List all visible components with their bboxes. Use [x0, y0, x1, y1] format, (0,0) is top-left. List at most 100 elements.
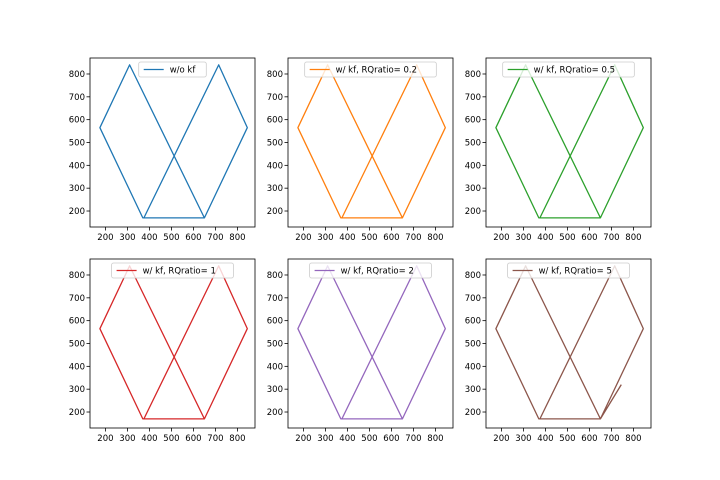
y-tick-label: 400	[69, 362, 85, 372]
series-line	[495, 265, 644, 420]
x-tick-label: 700	[207, 233, 223, 243]
y-tick-label: 300	[465, 184, 481, 194]
x-tick-label: 400	[141, 233, 157, 243]
x-tick-label: 500	[559, 434, 575, 444]
x-tick-label: 800	[427, 434, 443, 444]
legend-label: w/ kf, RQratio= 1	[143, 267, 216, 277]
legend-box	[507, 262, 630, 279]
x-tick-label: 400	[537, 233, 553, 243]
y-tick-label: 800	[267, 70, 283, 80]
x-tick-label: 800	[229, 434, 245, 444]
x-tick-label: 300	[119, 233, 135, 243]
x-tick-label: 800	[625, 434, 641, 444]
y-tick-label: 600	[69, 116, 85, 126]
x-tick-label: 200	[97, 233, 113, 243]
series-line	[495, 64, 644, 219]
x-tick-label: 600	[581, 434, 597, 444]
x-tick-label: 700	[207, 434, 223, 444]
y-tick-label: 200	[69, 408, 85, 418]
x-tick-label: 600	[581, 233, 597, 243]
series-line	[297, 265, 446, 420]
x-tick-label: 400	[339, 233, 355, 243]
y-tick-label: 200	[69, 207, 85, 217]
y-tick-label: 700	[69, 294, 85, 304]
x-tick-label: 400	[141, 434, 157, 444]
x-tick-label: 400	[537, 434, 553, 444]
y-tick-label: 300	[267, 184, 283, 194]
x-tick-label: 600	[185, 434, 201, 444]
y-tick-label: 500	[267, 139, 283, 149]
y-tick-label: 800	[69, 70, 85, 80]
legend-label: w/ kf, RQratio= 0.2	[336, 66, 417, 76]
x-tick-label: 200	[295, 434, 311, 444]
y-tick-label: 700	[267, 93, 283, 103]
legend-box	[309, 262, 432, 279]
axes-frame	[287, 258, 454, 429]
axes-frame	[485, 258, 652, 429]
x-tick-label: 300	[119, 434, 135, 444]
subplot-5: 200 300 400 500 600 700 800 200 300 400 500 600 700 8…	[267, 258, 454, 444]
axes-frame	[89, 258, 256, 429]
legend-label: w/ kf, RQratio= 0.5	[534, 66, 615, 76]
series-line	[297, 64, 446, 219]
y-tick-label: 200	[465, 207, 481, 217]
series-line	[99, 265, 248, 420]
x-tick-label: 800	[427, 233, 443, 243]
y-tick-label: 300	[69, 184, 85, 194]
y-tick-label: 300	[267, 385, 283, 395]
y-tick-label: 600	[267, 317, 283, 327]
x-tick-label: 400	[339, 434, 355, 444]
x-tick-label: 300	[515, 434, 531, 444]
x-tick-label: 200	[97, 434, 113, 444]
y-tick-label: 800	[465, 70, 481, 80]
x-tick-label: 200	[493, 434, 509, 444]
y-tick-label: 800	[267, 271, 283, 281]
x-tick-label: 500	[559, 233, 575, 243]
y-tick-label: 400	[267, 362, 283, 372]
x-tick-label: 500	[361, 233, 377, 243]
x-tick-label: 800	[229, 233, 245, 243]
y-tick-label: 300	[465, 385, 481, 395]
y-tick-label: 700	[69, 93, 85, 103]
x-tick-label: 300	[317, 233, 333, 243]
axes-frame	[485, 57, 652, 228]
subplot-6: 200 300 400 500 600 700 800 200 300 400 500 600 700 8…	[465, 258, 652, 444]
x-tick-label: 300	[317, 434, 333, 444]
x-tick-label: 200	[493, 233, 509, 243]
x-tick-label: 700	[405, 434, 421, 444]
y-tick-label: 600	[465, 116, 481, 126]
y-tick-label: 500	[465, 340, 481, 350]
y-tick-label: 200	[465, 408, 481, 418]
y-tick-label: 400	[465, 161, 481, 171]
y-tick-label: 500	[465, 139, 481, 149]
y-tick-label: 400	[465, 362, 481, 372]
legend-box	[502, 61, 635, 78]
y-tick-label: 700	[465, 294, 481, 304]
subplot-2: 200 300 400 500 600 700 800 200 300 400 500 600 700 8…	[267, 57, 454, 243]
y-tick-label: 300	[69, 385, 85, 395]
axes-frame	[89, 57, 256, 228]
x-tick-label: 600	[185, 233, 201, 243]
y-tick-label: 600	[465, 317, 481, 327]
subplot-1: 200 300 400 500 600 700 800 200 300 400 500 600 700 8…	[69, 57, 256, 243]
x-tick-label: 300	[515, 233, 531, 243]
y-tick-label: 800	[465, 271, 481, 281]
legend-box	[138, 61, 207, 78]
y-tick-label: 700	[267, 294, 283, 304]
x-tick-label: 200	[295, 233, 311, 243]
y-tick-label: 500	[267, 340, 283, 350]
legend-label: w/o kf	[170, 66, 197, 76]
y-tick-label: 700	[465, 93, 481, 103]
subplot-3: 200 300 400 500 600 700 800 200 300 400 500 600 700 8…	[465, 57, 652, 243]
y-tick-label: 400	[267, 161, 283, 171]
x-tick-label: 800	[625, 233, 641, 243]
y-tick-label: 600	[267, 116, 283, 126]
legend-box	[111, 262, 234, 279]
x-tick-label: 500	[163, 434, 179, 444]
x-tick-label: 600	[383, 233, 399, 243]
y-tick-label: 800	[69, 271, 85, 281]
x-tick-label: 600	[383, 434, 399, 444]
x-tick-label: 500	[361, 434, 377, 444]
legend-box	[304, 61, 437, 78]
